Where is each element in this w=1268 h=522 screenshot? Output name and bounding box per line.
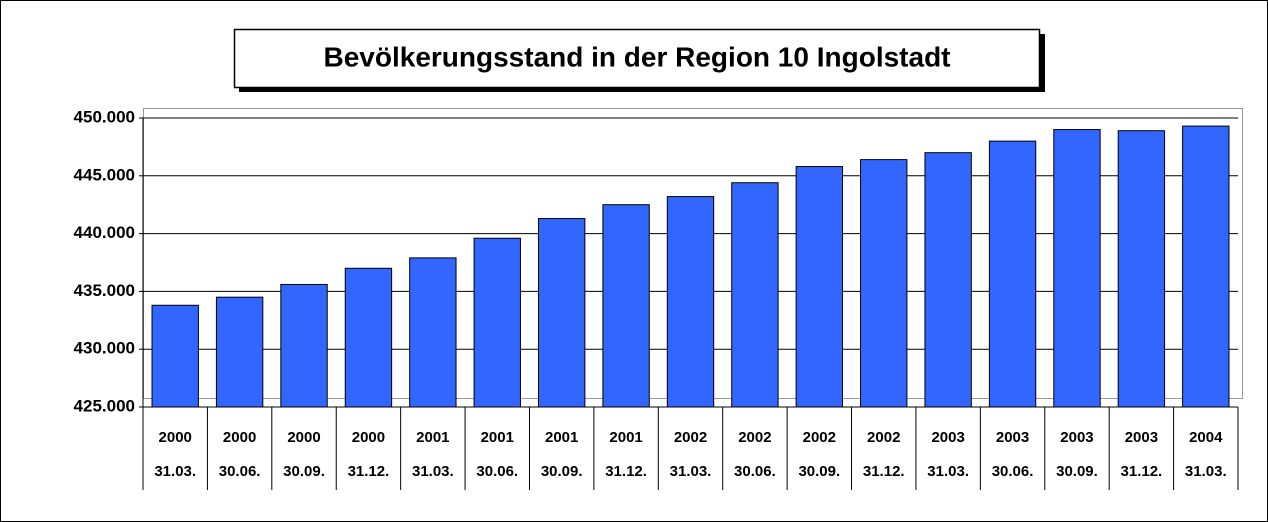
x-group-label: 2001 [545, 429, 578, 446]
bar [924, 152, 972, 408]
x-tick-label: 31.12. [605, 463, 647, 480]
bar [151, 304, 199, 408]
y-tick-label: 435.000 [74, 281, 135, 300]
x-group-label: 2002 [738, 429, 771, 446]
x-tick-label: 31.03. [1185, 463, 1227, 480]
bar [602, 204, 650, 408]
x-tick-label: 30.09. [283, 463, 325, 480]
title-box [233, 28, 1041, 89]
x-group-label: 2000 [352, 429, 385, 446]
x-group-label: 2003 [1125, 429, 1158, 446]
x-tick-label: 31.12. [348, 463, 390, 480]
x-tick-label: 30.09. [541, 463, 583, 480]
chart-title: Bevölkerungsstand in der Region 10 Ingol… [324, 41, 951, 72]
x-tick-label: 30.09. [798, 463, 840, 480]
bar [731, 182, 779, 408]
bar [409, 257, 457, 408]
bar [795, 166, 844, 408]
y-tick-label: 445.000 [74, 165, 135, 184]
bar [1053, 129, 1101, 408]
bar [537, 218, 586, 408]
x-tick-label: 31.03. [412, 463, 454, 480]
bar [1117, 130, 1166, 408]
x-group-label: 2001 [416, 429, 449, 446]
x-group-label: 2003 [996, 429, 1029, 446]
bar [215, 296, 264, 408]
bar [988, 140, 1037, 408]
y-tick-label: 430.000 [74, 339, 135, 358]
x-group-label: 2002 [674, 429, 707, 446]
x-tick-label: 31.03. [670, 463, 712, 480]
y-tick-label: 425.000 [74, 396, 135, 415]
y-tick-label: 450.000 [74, 107, 135, 126]
x-tick-label: 30.06. [992, 463, 1034, 480]
x-tick-label: 30.06. [734, 463, 776, 480]
x-tick-label: 30.06. [219, 463, 261, 480]
bar [473, 237, 521, 408]
x-group-label: 2003 [1060, 429, 1093, 446]
x-group-label: 2003 [931, 429, 964, 446]
x-group-label: 2000 [287, 429, 320, 446]
x-group-label: 2001 [609, 429, 642, 446]
y-tick-label: 440.000 [74, 223, 135, 242]
x-tick-label: 30.06. [476, 463, 518, 480]
bar [666, 196, 715, 408]
bar [1182, 125, 1230, 408]
x-tick-label: 31.12. [863, 463, 905, 480]
x-tick-label: 31.03. [154, 463, 196, 480]
x-group-label: 2002 [803, 429, 836, 446]
x-tick-label: 31.03. [927, 463, 969, 480]
x-tick-label: 30.09. [1056, 463, 1098, 480]
x-tick-label: 31.12. [1121, 463, 1163, 480]
x-group-label: 2000 [223, 429, 256, 446]
bar [344, 267, 393, 408]
bar [280, 283, 328, 408]
x-group-label: 2001 [481, 429, 514, 446]
x-group-label: 2004 [1189, 429, 1223, 446]
x-group-label: 2000 [159, 429, 192, 446]
bar [860, 159, 908, 408]
x-group-label: 2002 [867, 429, 900, 446]
